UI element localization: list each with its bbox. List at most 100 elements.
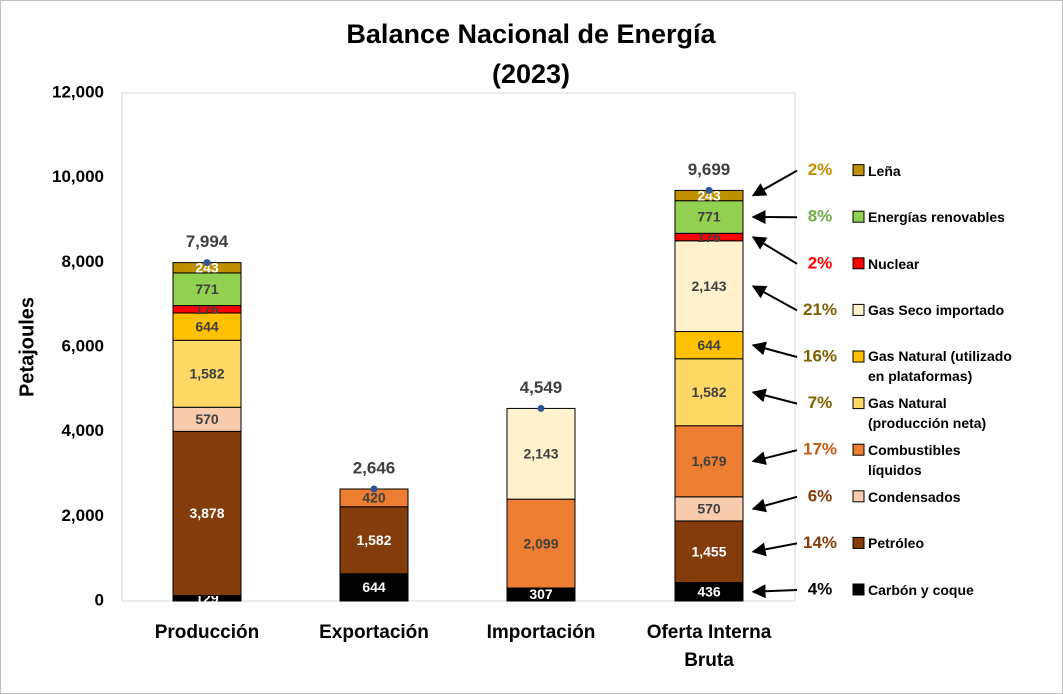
- data-label: 644: [362, 579, 386, 595]
- y-tick-label: 4,000: [61, 421, 104, 440]
- legend-label: Gas Natural (utilizado en plataformas): [868, 348, 1012, 384]
- bar-segment: [339, 573, 409, 602]
- bar-segment: [339, 506, 409, 575]
- data-label: 436: [697, 583, 721, 599]
- legend-label: Energías renovables: [868, 209, 1005, 226]
- share-arrow: [751, 542, 798, 557]
- x-tick-label: Oferta Interna Bruta: [646, 622, 772, 671]
- bar-segment: [172, 272, 242, 307]
- data-label: 1,582: [691, 384, 726, 400]
- data-label: 644: [697, 337, 721, 353]
- share-label: 8%: [808, 207, 833, 226]
- chart-title: Balance Nacional de Energía: [346, 19, 716, 49]
- legend-label: Leña: [868, 162, 901, 179]
- share-label: 7%: [808, 393, 833, 412]
- x-tick-label: Exportación: [319, 622, 429, 643]
- y-tick-label: 10,000: [52, 167, 104, 186]
- bar-segment: [172, 430, 242, 597]
- share-arrow: [751, 449, 798, 465]
- bar-segment: [674, 425, 744, 498]
- bar-segment: [674, 358, 744, 427]
- data-label: 2,143: [523, 445, 558, 461]
- bar-segment: [674, 496, 744, 522]
- data-label: 1,455: [691, 543, 726, 559]
- plot-area: [121, 92, 796, 602]
- bar-segment: [172, 339, 242, 408]
- legend-swatch: [852, 536, 865, 549]
- legend-label: Petróleo: [868, 535, 925, 552]
- total-marker: [537, 404, 545, 412]
- share-label: 4%: [808, 579, 833, 598]
- legend-swatch: [852, 257, 865, 270]
- bar-segment: [674, 240, 744, 333]
- total-label: 2,646: [353, 458, 396, 477]
- share-label: 6%: [808, 486, 833, 505]
- data-label: 644: [195, 318, 219, 334]
- share-label: 17%: [803, 440, 837, 459]
- data-label: 1,679: [691, 453, 726, 469]
- legend-label: Condensados: [868, 488, 961, 505]
- bar-segment: [674, 331, 744, 360]
- bar-segment: [674, 200, 744, 234]
- share-arrow: [751, 285, 798, 312]
- data-label: 771: [195, 281, 219, 297]
- share-label: 16%: [803, 346, 837, 365]
- legend-swatch: [852, 443, 865, 456]
- legend-label: Gas Natural (producción neta): [868, 394, 987, 431]
- y-tick-label: 12,000: [52, 82, 104, 101]
- legend-label: Carbón y coque: [868, 582, 974, 598]
- data-label: 570: [195, 411, 219, 427]
- bar-segment: [674, 520, 744, 584]
- legend-swatch: [852, 583, 865, 596]
- legend-label: Combustibles líquidos: [868, 442, 961, 479]
- share-label: 2%: [808, 253, 833, 272]
- share-arrow: [751, 584, 798, 599]
- legend-swatch: [852, 350, 865, 363]
- legend-swatch: [852, 164, 865, 177]
- share-arrow: [751, 495, 798, 513]
- data-label: 1,582: [189, 365, 224, 381]
- legend-swatch: [852, 303, 865, 316]
- legend-swatch: [852, 490, 865, 503]
- data-label: 420: [362, 490, 386, 506]
- y-tick-label: 8,000: [61, 252, 104, 271]
- data-label: 3,878: [189, 505, 224, 521]
- data-label: 771: [697, 209, 721, 225]
- legend-label: Gas Seco importado: [868, 302, 1005, 319]
- x-tick-label: Producción: [154, 622, 260, 643]
- total-label: 4,549: [520, 378, 563, 397]
- data-label: 1,582: [356, 532, 391, 548]
- data-label: 243: [697, 187, 721, 203]
- share-label: 21%: [803, 300, 837, 319]
- y-tick-label: 6,000: [61, 336, 104, 355]
- total-label: 9,699: [688, 160, 731, 179]
- bar-segment: [506, 407, 576, 500]
- legend-swatch: [852, 210, 865, 223]
- bar-segment: [506, 498, 576, 589]
- share-label: 14%: [803, 533, 837, 552]
- y-axis-label: Petajoules: [16, 297, 38, 397]
- legend-label: Nuclear: [868, 255, 920, 272]
- chart-subtitle: (2023): [492, 59, 570, 89]
- share-arrow: [751, 169, 798, 197]
- data-label: 2,143: [691, 278, 726, 294]
- share-label: 2%: [808, 160, 833, 179]
- bar-segment: [172, 406, 242, 432]
- share-arrow: [751, 388, 798, 405]
- data-label: 570: [697, 501, 721, 517]
- share-arrow: [751, 341, 798, 358]
- data-label: 243: [195, 259, 219, 275]
- total-marker: [705, 186, 713, 194]
- total-marker: [370, 485, 378, 493]
- total-label: 7,994: [186, 232, 229, 251]
- data-label: 2,099: [523, 535, 558, 551]
- x-tick-label: Importación: [486, 622, 596, 643]
- y-tick-label: 0: [95, 590, 104, 609]
- share-arrow: [751, 236, 798, 265]
- total-marker: [203, 259, 211, 267]
- legend-swatch: [852, 397, 865, 410]
- data-label: 307: [529, 586, 553, 602]
- y-tick-label: 2,000: [61, 506, 104, 525]
